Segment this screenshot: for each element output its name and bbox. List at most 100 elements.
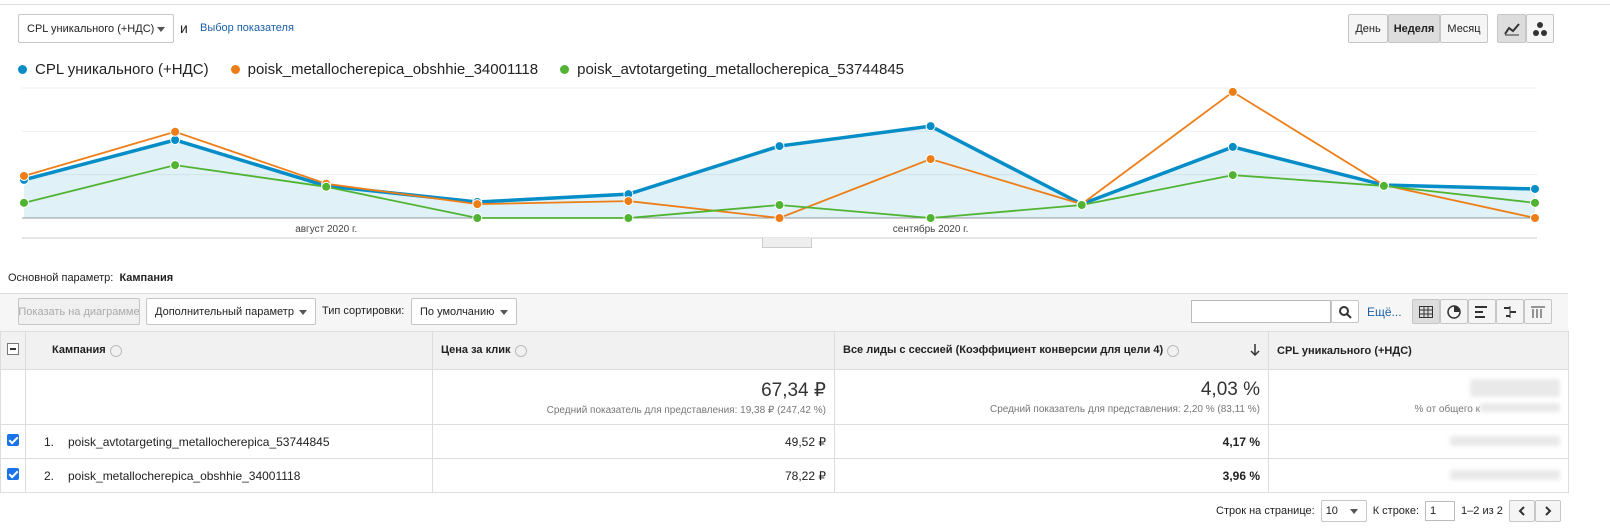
row-index: 1. <box>44 434 55 449</box>
x-tick-label: август 2020 г. <box>295 224 357 235</box>
campaign-name[interactable]: poisk_avtotargeting_metallocherepica_537… <box>68 434 330 449</box>
pivot-icon <box>1531 306 1545 318</box>
legend-dot <box>560 65 570 74</box>
compare-icon <box>1504 305 1516 318</box>
primary-dimension: Основной параметр: Кампания <box>8 272 173 284</box>
conversion-cell: 3,96 % <box>834 458 1269 493</box>
data-point <box>925 121 936 132</box>
data-point <box>1378 180 1389 191</box>
data-point <box>1530 183 1540 194</box>
search-icon <box>1339 305 1352 319</box>
chart: август 2020 г. сентябрь 2020 г. <box>19 86 1540 239</box>
metric-select[interactable]: CPL уникального (+НДС) <box>18 14 174 43</box>
primary-dimension-value[interactable]: Кампания <box>119 272 174 284</box>
blurred-value <box>1450 469 1560 480</box>
legend: CPL уникального (+НДС) poisk_metallochere… <box>18 61 904 78</box>
pie-view-button[interactable] <box>1440 299 1468 324</box>
grid-icon <box>1419 305 1433 318</box>
go-to-label: К строке: <box>1372 505 1420 517</box>
data-point <box>170 135 181 145</box>
chart-collapse-handle[interactable] <box>762 238 812 248</box>
pivot-view-button[interactable] <box>1524 299 1552 324</box>
row-index: 2. <box>44 468 55 483</box>
top-border <box>0 0 1610 5</box>
legend-label: poisk_metallocherepica_obshhie_34001118 <box>247 61 539 78</box>
period-button[interactable]: День <box>1348 14 1388 43</box>
row-checkbox[interactable] <box>7 468 19 480</box>
choose-metric-link[interactable]: Выбор показателя <box>200 22 294 34</box>
rows-per-page-select[interactable]: 10 <box>1320 500 1367 522</box>
data-point <box>321 181 332 192</box>
legend-dot <box>18 65 27 74</box>
table-row: 2. poisk_metallocherepica_obshhie_3400111… <box>0 458 1569 493</box>
campaign-cell: 1. poisk_avtotargeting_metallocherepica_5… <box>25 424 433 459</box>
sort-select[interactable]: По умолчанию <box>411 298 517 325</box>
scatter-button[interactable] <box>1526 14 1554 43</box>
sort-label: Тип сортировки: <box>322 305 405 317</box>
legend-item: poisk_metallocherepica_obshhie_34001118 <box>230 61 539 78</box>
data-point <box>19 170 29 181</box>
data-point <box>170 126 181 137</box>
line-icon <box>1503 22 1520 35</box>
column-title: Цена за клик <box>441 344 511 357</box>
select-all-cell[interactable] <box>0 331 26 370</box>
table-view-button[interactable] <box>1412 299 1440 324</box>
legend-item: CPL уникального (+НДС) <box>18 61 209 78</box>
column-title: Кампания <box>52 344 106 357</box>
data-point <box>1530 197 1540 208</box>
period-button[interactable]: Месяц <box>1440 14 1488 43</box>
show-on-chart-button[interactable]: Показать на диаграмме <box>18 298 140 325</box>
blurred-value <box>1470 379 1560 397</box>
header-row: Кампания Цена за клик Все лиды с сессией… <box>0 331 1569 370</box>
next-page[interactable] <box>1534 500 1561 522</box>
pagination: Строк на странице: 10 К строке: 1 1–2 из… <box>1216 500 1561 522</box>
total-note: Средний показатель для представления: 19… <box>546 404 826 416</box>
line-chart-button[interactable] <box>1497 14 1526 43</box>
column-title: Все лиды с сессией (Коэффициент конверси… <box>843 344 1164 357</box>
data-point <box>472 213 483 223</box>
campaign-name[interactable]: poisk_metallocherepica_obshhie_34001118 <box>68 468 301 483</box>
secondary-dimension-select[interactable]: Дополнительный параметр <box>146 298 316 325</box>
column-header[interactable]: Цена за клик <box>432 331 835 370</box>
more-link[interactable]: Ещё... <box>1367 305 1402 319</box>
data-point <box>472 199 483 210</box>
total-value: 4,03 % <box>1200 379 1260 400</box>
and-text: и <box>180 20 188 36</box>
data-point <box>925 154 936 165</box>
row-checkbox-cell[interactable] <box>0 424 26 459</box>
totals-cell: 4,03 % Средний показатель для представлен… <box>834 369 1269 425</box>
prev-page[interactable] <box>1508 500 1535 522</box>
period-button[interactable]: Неделя <box>1388 14 1440 43</box>
campaign-cell: 2. poisk_metallocherepica_obshhie_3400111… <box>25 458 433 493</box>
totals-cell: 67,34 ₽ Средний показатель для представле… <box>432 369 835 425</box>
legend-item: poisk_avtotargeting_metallocherepica_537… <box>560 61 904 78</box>
data-point <box>1227 170 1238 181</box>
go-to-input[interactable]: 1 <box>1425 501 1456 521</box>
search-input[interactable] <box>1191 300 1331 323</box>
row-checkbox[interactable] <box>7 434 19 446</box>
data-table: Кампания Цена за клик Все лиды с сессией… <box>0 331 1569 493</box>
total-value: 67,34 ₽ <box>761 379 826 401</box>
total-note-text: % от общего к <box>1414 404 1480 415</box>
bar-view-button[interactable] <box>1468 299 1496 324</box>
pie-icon <box>1447 304 1461 319</box>
data-point <box>1227 86 1238 97</box>
totals-row: 67,34 ₽ Средний показатель для представле… <box>0 369 1569 425</box>
data-point <box>170 160 181 171</box>
column-header[interactable]: CPL уникального (+НДС) <box>1268 331 1569 370</box>
column-header[interactable]: Все лиды с сессией (Коэффициент конверси… <box>834 331 1269 370</box>
row-checkbox-cell[interactable] <box>0 458 26 493</box>
cpl-cell <box>1268 424 1569 459</box>
total-note: Средний показатель для представления: 2,… <box>989 404 1260 415</box>
data-point <box>1076 200 1087 210</box>
data-point <box>19 197 29 208</box>
table-row: 1. poisk_avtotargeting_metallocherepica_5… <box>0 424 1569 459</box>
column-title: CPL уникального (+НДС) <box>1277 344 1412 357</box>
x-tick-label: сентябрь 2020 г. <box>893 223 969 235</box>
blurred-value <box>1450 435 1560 446</box>
search-button[interactable] <box>1331 300 1359 323</box>
data-point <box>623 196 634 207</box>
compare-view-button[interactable] <box>1496 299 1524 324</box>
legend-label: poisk_avtotargeting_metallocherepica_537… <box>577 61 905 78</box>
bar-icon <box>1475 305 1487 318</box>
